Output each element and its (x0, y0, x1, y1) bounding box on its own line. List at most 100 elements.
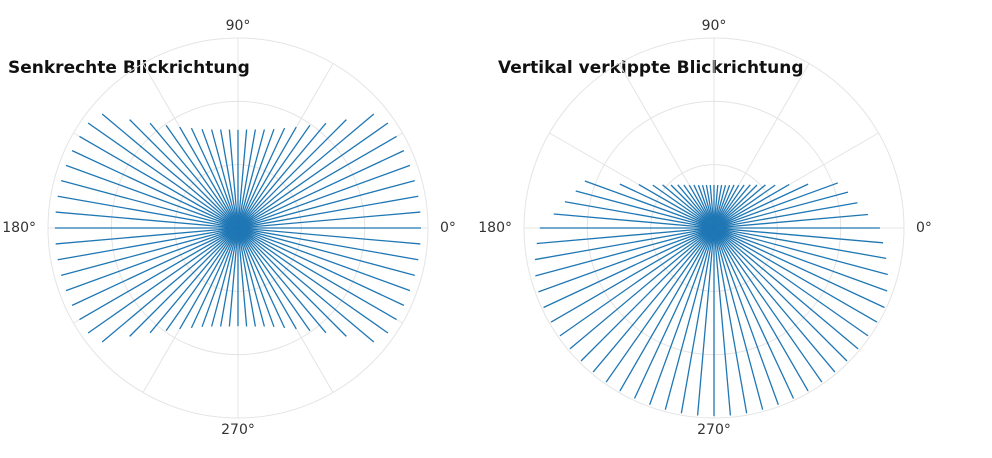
ray (713, 182, 839, 229)
ray (237, 227, 397, 321)
theta-tick-label: 180° (2, 220, 36, 236)
ray (713, 227, 888, 292)
ray (149, 122, 239, 229)
ray (65, 227, 239, 292)
ray (713, 227, 779, 405)
ray (237, 127, 286, 229)
ray (713, 184, 776, 229)
ray (219, 129, 239, 229)
ray (190, 227, 239, 329)
ray (713, 227, 888, 276)
ray (713, 202, 858, 229)
ray (713, 227, 878, 323)
ray (237, 124, 311, 229)
ray (237, 164, 411, 229)
ray (713, 227, 823, 383)
ray (237, 122, 327, 229)
ray (713, 184, 751, 229)
ray (71, 227, 239, 306)
ray (543, 227, 715, 309)
theta-tick-label: 270° (221, 422, 255, 438)
ray (237, 227, 419, 261)
ray (677, 184, 715, 229)
ray (87, 227, 239, 334)
ray (713, 227, 887, 259)
ray (57, 195, 239, 229)
ray (713, 227, 848, 362)
ray (592, 227, 715, 373)
ray (237, 227, 347, 337)
ray (149, 227, 239, 334)
ray (605, 227, 715, 383)
ray (584, 180, 715, 229)
ray (535, 227, 715, 277)
ray (237, 227, 275, 328)
ray (237, 227, 257, 327)
ray (638, 184, 715, 229)
ray (713, 227, 764, 410)
ray (237, 227, 375, 343)
ray (569, 227, 715, 350)
ray (129, 227, 239, 337)
ray (237, 227, 327, 334)
ray (179, 126, 239, 229)
ray (237, 122, 389, 229)
ray (210, 129, 239, 229)
ray (713, 183, 809, 229)
ray (237, 227, 405, 306)
ray (713, 227, 836, 373)
ray (619, 227, 715, 392)
ray (713, 227, 748, 414)
theta-tick-label: 90° (702, 18, 727, 34)
theta-tick-label: 0° (440, 220, 456, 236)
ray (179, 227, 239, 330)
ray (71, 150, 239, 229)
ray (228, 129, 239, 229)
ray (580, 227, 715, 362)
ray (713, 213, 869, 229)
ray (713, 184, 758, 229)
ray (101, 227, 239, 343)
ray (237, 135, 397, 229)
ray (237, 126, 297, 229)
ray (670, 184, 715, 229)
ray (129, 119, 239, 229)
ray (237, 227, 411, 292)
ray (619, 183, 715, 229)
ray (693, 184, 715, 229)
ray (237, 211, 421, 229)
ray (538, 227, 715, 293)
ray (237, 113, 375, 229)
ray (534, 227, 715, 261)
ray (57, 227, 239, 261)
theta-tick-label: 180° (478, 220, 512, 236)
ray (713, 227, 732, 416)
ray (228, 227, 239, 327)
ray (713, 184, 735, 229)
ray (210, 227, 239, 327)
ray (55, 211, 239, 229)
ray (713, 184, 745, 229)
ray (713, 227, 809, 392)
ray (696, 227, 715, 416)
ray (237, 129, 248, 229)
ray (713, 227, 795, 399)
ray (652, 184, 715, 229)
ray (87, 122, 239, 229)
ray (688, 184, 715, 229)
ray (713, 227, 869, 337)
ray (237, 227, 311, 332)
ray (237, 129, 257, 229)
ray (713, 184, 740, 229)
ray (683, 184, 715, 229)
theta-tick-label: 0° (916, 220, 932, 236)
ray (219, 227, 239, 327)
ray (237, 227, 266, 327)
ray (79, 227, 239, 321)
chart-title: Vertikal verkippte Blickrichtung (498, 58, 804, 78)
ray (713, 191, 849, 229)
ray (61, 227, 239, 277)
ray (237, 195, 419, 229)
ray (237, 119, 347, 229)
